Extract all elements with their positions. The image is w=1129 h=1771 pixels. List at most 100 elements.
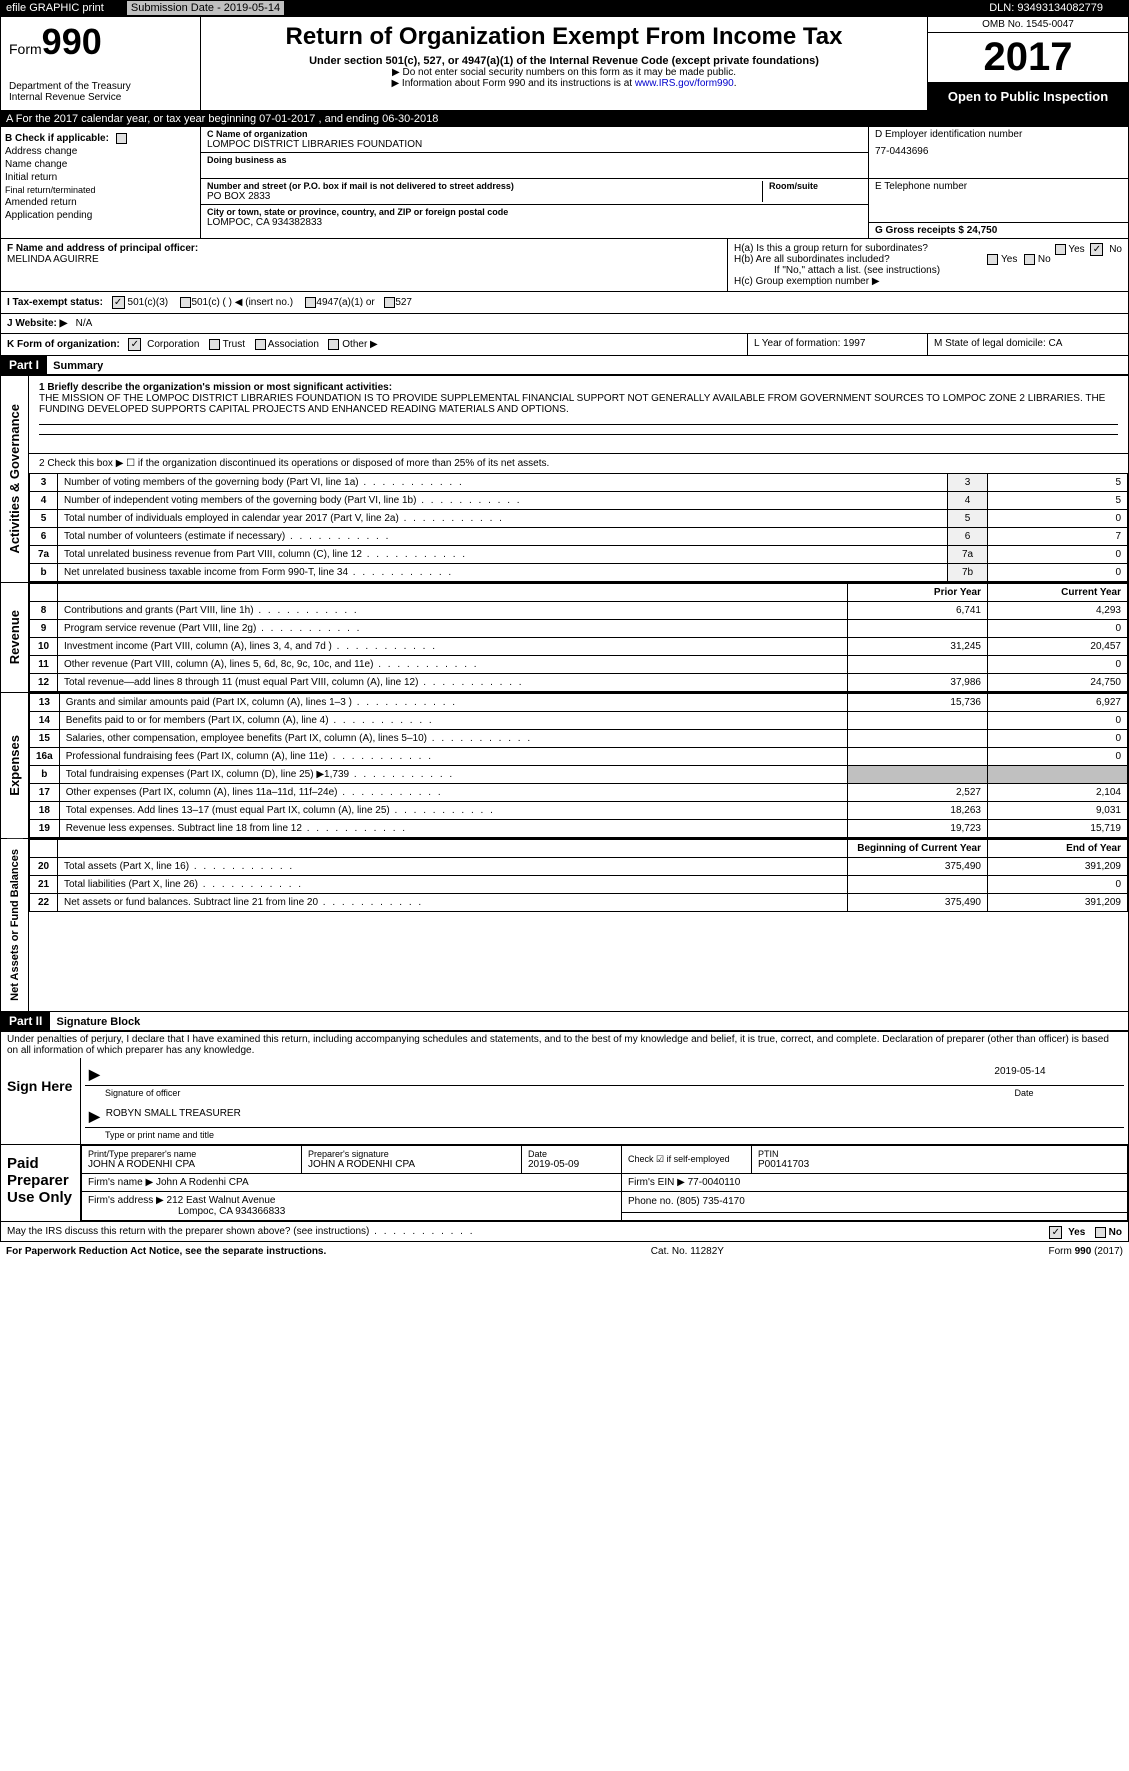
- firm-city: Lompoc, CA 934366833: [88, 1206, 285, 1217]
- arrow-icon: ▶: [89, 1108, 100, 1125]
- preparer-sig: JOHN A RODENHI CPA: [308, 1159, 415, 1170]
- l-year-formation: L Year of formation: 1997: [748, 334, 928, 355]
- irs-link[interactable]: www.IRS.gov/form990: [635, 78, 734, 89]
- officer-printed-name: ROBYN SMALL TREASURER: [106, 1108, 241, 1125]
- 4947-checkbox[interactable]: [305, 297, 316, 308]
- form-title: Return of Organization Exempt From Incom…: [207, 23, 921, 51]
- street: PO BOX 2833: [207, 191, 762, 202]
- final-return: Final return/terminated: [5, 185, 196, 195]
- ha-yes-checkbox[interactable]: [1055, 244, 1066, 255]
- c-label: C Name of organization: [207, 129, 862, 139]
- table-row: bNet unrelated business taxable income f…: [30, 564, 1128, 582]
- table-row: 17Other expenses (Part IX, column (A), l…: [30, 784, 1128, 802]
- table-row: 18Total expenses. Add lines 13–17 (must …: [30, 802, 1128, 820]
- form-subtitle: Under section 501(c), 527, or 4947(a)(1)…: [207, 55, 921, 67]
- table-row: 3Number of voting members of the governi…: [30, 474, 1128, 492]
- row-k: K Form of organization: ✓ Corporation Tr…: [0, 334, 1129, 356]
- top-bar: efile GRAPHIC print Submission Date - 20…: [0, 0, 1129, 16]
- discuss-row: May the IRS discuss this return with the…: [0, 1222, 1129, 1242]
- tax-year: 2017: [928, 33, 1128, 83]
- efile-label: efile GRAPHIC print: [6, 2, 104, 14]
- part2-header: Part II: [1, 1012, 50, 1030]
- assoc-checkbox[interactable]: [255, 339, 266, 350]
- dba-label: Doing business as: [207, 155, 862, 165]
- line1-label: 1 Briefly describe the organization's mi…: [39, 382, 392, 393]
- sidebar-revenue: Revenue: [5, 600, 24, 674]
- footer: For Paperwork Reduction Act Notice, see …: [0, 1242, 1129, 1261]
- city-label: City or town, state or province, country…: [207, 207, 862, 217]
- form-prefix: Form: [9, 41, 42, 57]
- part2-subtitle: Signature Block: [56, 1016, 140, 1028]
- penalty-statement: Under penalties of perjury, I declare th…: [0, 1032, 1129, 1058]
- m-state-domicile: M State of legal domicile: CA: [928, 334, 1128, 355]
- checkbox-applicable[interactable]: [116, 133, 127, 144]
- discuss-no-checkbox[interactable]: [1095, 1227, 1106, 1238]
- 501c-checkbox[interactable]: [180, 297, 191, 308]
- e-label: E Telephone number: [875, 181, 1122, 192]
- address-change: Address change: [5, 146, 196, 157]
- ptin: P00141703: [758, 1159, 809, 1170]
- open-inspection: Open to Public Inspection: [928, 83, 1128, 110]
- sidebar-net-assets: Net Assets or Fund Balances: [7, 839, 23, 1011]
- part1-subtitle: Summary: [53, 360, 103, 372]
- hb-yes-checkbox[interactable]: [987, 254, 998, 265]
- dln: DLN: 93493134082779: [989, 2, 1103, 14]
- table-row: 12Total revenue—add lines 8 through 11 (…: [30, 674, 1128, 692]
- check-applicable-label: B Check if applicable:: [5, 133, 109, 144]
- expenses-section: Expenses 13Grants and similar amounts pa…: [0, 693, 1129, 839]
- amended-return: Amended return: [5, 197, 196, 208]
- preparer-name: JOHN A RODENHI CPA: [88, 1159, 195, 1170]
- hc-label: H(c) Group exemption number ▶: [734, 276, 1122, 287]
- dept-treasury: Department of the Treasury Internal Reve…: [9, 81, 192, 103]
- trust-checkbox[interactable]: [209, 339, 220, 350]
- city: LOMPOC, CA 934382833: [207, 217, 862, 228]
- form-number: 990: [42, 21, 102, 62]
- other-checkbox[interactable]: [328, 339, 339, 350]
- table-row: 20Total assets (Part X, line 16)375,4903…: [30, 858, 1128, 876]
- submission-date: Submission Date - 2019-05-14: [127, 1, 284, 15]
- net-assets-table: Beginning of Current YearEnd of Year 20T…: [29, 839, 1128, 912]
- table-row: bTotal fundraising expenses (Part IX, co…: [30, 766, 1128, 784]
- firm-address: 212 East Walnut Avenue: [167, 1195, 276, 1206]
- table-row: 8Contributions and grants (Part VIII, li…: [30, 602, 1128, 620]
- 501c3-checkbox[interactable]: ✓: [112, 296, 125, 309]
- discuss-yes-checkbox[interactable]: ✓: [1049, 1226, 1062, 1239]
- sidebar-governance: Activities & Governance: [5, 394, 24, 564]
- officer-name: MELINDA AGUIRRE: [7, 254, 99, 265]
- table-row: 22Net assets or fund balances. Subtract …: [30, 894, 1128, 912]
- corp-checkbox[interactable]: ✓: [128, 338, 141, 351]
- ein: 77-0443696: [875, 146, 1122, 157]
- type-name-label: Type or print name and title: [85, 1130, 1124, 1140]
- date-label: Date: [924, 1088, 1124, 1098]
- k-label: K Form of organization:: [7, 339, 120, 350]
- table-row: 4Number of independent voting members of…: [30, 492, 1128, 510]
- room-label: Room/suite: [769, 181, 862, 191]
- table-row: 15Salaries, other compensation, employee…: [30, 730, 1128, 748]
- governance-section: Activities & Governance 1 Briefly descri…: [0, 376, 1129, 583]
- pra-notice: For Paperwork Reduction Act Notice, see …: [6, 1246, 326, 1257]
- website-val: N/A: [76, 318, 93, 329]
- section-b: B Check if applicable: Address change Na…: [0, 127, 1129, 239]
- cat-no: Cat. No. 11282Y: [651, 1246, 724, 1257]
- hb-no-checkbox[interactable]: [1024, 254, 1035, 265]
- sig-date: 2019-05-14: [920, 1066, 1120, 1083]
- hb-note: If "No," attach a list. (see instruction…: [734, 265, 1122, 276]
- ha-no-checkbox[interactable]: ✓: [1090, 243, 1103, 256]
- self-employed-check: Check ☑ if self-employed: [628, 1154, 730, 1164]
- table-row: 9Program service revenue (Part VIII, lin…: [30, 620, 1128, 638]
- j-label: J Website: ▶: [7, 318, 67, 329]
- revenue-section: Revenue Prior YearCurrent Year 8Contribu…: [0, 583, 1129, 693]
- firm-ein: 77-0040110: [688, 1177, 741, 1188]
- firm-phone: (805) 735-4170: [676, 1196, 744, 1207]
- ssn-note: ▶ Do not enter social security numbers o…: [207, 67, 921, 78]
- row-a-tax-year: A For the 2017 calendar year, or tax yea…: [0, 111, 1129, 127]
- sig-officer-label: Signature of officer: [85, 1088, 924, 1098]
- initial-return: Initial return: [5, 172, 196, 183]
- governance-table: 3Number of voting members of the governi…: [29, 473, 1128, 582]
- g-label: G Gross receipts $ 24,750: [875, 225, 997, 236]
- form-header: Form990 Department of the Treasury Inter…: [0, 16, 1129, 111]
- mission-text: THE MISSION OF THE LOMPOC DISTRICT LIBRA…: [39, 393, 1105, 415]
- 527-checkbox[interactable]: [384, 297, 395, 308]
- line2: 2 Check this box ▶ ☐ if the organization…: [29, 454, 1128, 473]
- net-assets-section: Net Assets or Fund Balances Beginning of…: [0, 839, 1129, 1012]
